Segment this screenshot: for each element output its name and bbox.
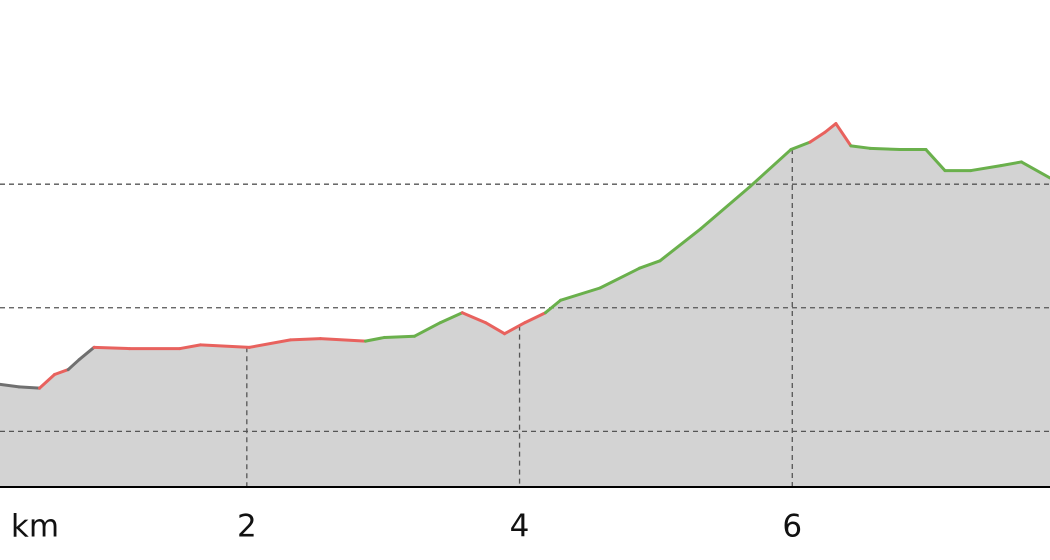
profile-segment xyxy=(748,148,793,189)
profile-segment xyxy=(383,334,417,339)
profile-segment xyxy=(363,335,387,343)
profile-segment xyxy=(1019,160,1050,180)
profile-segment xyxy=(868,146,902,152)
profile-area xyxy=(0,123,1050,487)
x-tick-label: 4 xyxy=(510,509,530,545)
profile-segment xyxy=(999,160,1023,168)
profile-segment xyxy=(178,343,202,351)
x-tick-label: 2 xyxy=(237,509,257,545)
profile-segment xyxy=(77,345,96,362)
profile-segment xyxy=(523,311,547,325)
profile-segment xyxy=(438,311,464,325)
profile-segment xyxy=(53,368,70,377)
profile-segment xyxy=(789,140,812,152)
profile-segment xyxy=(248,338,292,349)
profile-segment xyxy=(460,311,487,325)
profile-segment xyxy=(638,259,662,270)
profile-segment xyxy=(0,382,21,389)
profile-segment xyxy=(483,321,507,336)
profile-segment xyxy=(413,321,442,338)
profile-segment xyxy=(823,122,838,134)
profile-segment xyxy=(598,266,642,290)
profile-segment xyxy=(849,144,872,150)
profile-segment xyxy=(699,185,752,231)
x-tick-label: 6 xyxy=(782,509,802,545)
profile-segment xyxy=(38,373,57,390)
profile-segment xyxy=(92,345,132,351)
profile-segment xyxy=(834,122,853,148)
profile-segment xyxy=(198,343,252,349)
profile-segment xyxy=(558,286,602,302)
profile-segment xyxy=(969,164,1003,173)
profile-segment xyxy=(658,227,703,263)
profile-segment xyxy=(924,148,947,173)
x-axis-label: km xyxy=(11,509,59,545)
profile-segment xyxy=(66,358,81,372)
profile-segment xyxy=(17,385,42,390)
profile-segment xyxy=(318,337,367,343)
profile-segment xyxy=(543,298,562,315)
profile-segment xyxy=(503,321,527,336)
profile-segment xyxy=(288,337,322,342)
profile-segment xyxy=(808,130,827,144)
